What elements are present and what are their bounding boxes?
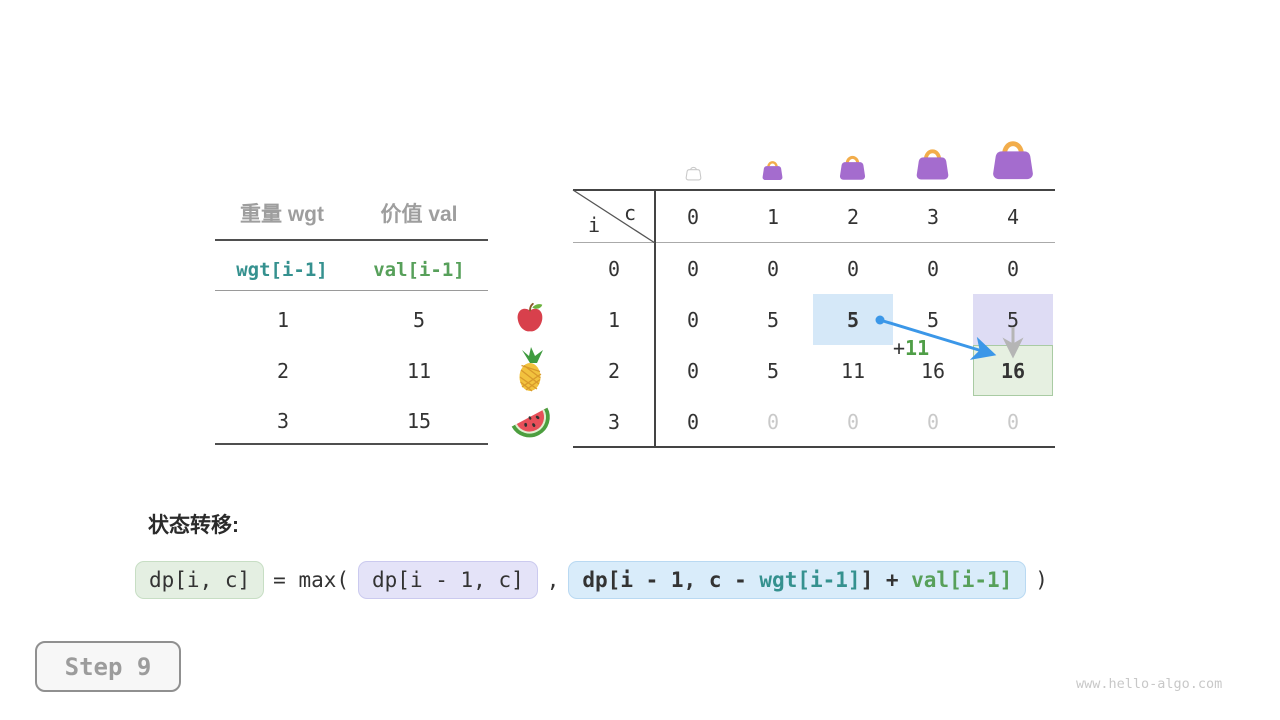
formula-lhs-box: dp[i, c] <box>135 561 265 600</box>
dp-cell-3-4: 0 <box>1006 409 1020 434</box>
dp-table-vertical-divider <box>654 189 656 448</box>
dp-cell-2-4-highlighted-target: 16 <box>973 345 1053 396</box>
state-transition-formula: dp[i, c] = max( dp[i - 1, c] , dp[i - 1,… <box>135 561 1048 600</box>
bag-icon-capacity-1 <box>761 161 784 181</box>
dp-cell-1-0: 0 <box>686 307 700 332</box>
step-badge: Step 9 <box>35 641 181 692</box>
dp-cell-0-3: 0 <box>926 256 940 281</box>
dp-cell-0-4: 0 <box>1006 256 1020 281</box>
dp-corner-col-label: c <box>624 201 637 225</box>
dp-col-header-0: 0 <box>686 205 700 229</box>
formula-equals-max: = max( <box>273 568 350 593</box>
dp-cell-1-1: 5 <box>766 307 780 332</box>
watermelon-icon <box>511 407 550 438</box>
formula-option2-box: dp[i - 1, c - wgt[i-1]] + val[i-1] <box>568 561 1027 600</box>
item-2-weight: 2 <box>276 359 290 383</box>
plus-sign: + <box>893 336 906 360</box>
formula-option2-wgt: wgt[i-1] <box>759 568 861 592</box>
items-table-divider-mid <box>215 290 488 291</box>
dp-cell-3-2: 0 <box>846 409 860 434</box>
formula-comma: , <box>546 568 560 593</box>
dp-row-header-3: 3 <box>607 409 621 434</box>
formula-option2-mid: ] + <box>860 568 912 592</box>
dp-table-border-bottom <box>573 446 1055 448</box>
items-col-weight-header: 重量 wgt <box>240 203 324 226</box>
bag-icon-capacity-2 <box>838 155 867 181</box>
dp-cell-1-4-highlighted-above: 5 <box>973 294 1053 345</box>
items-param-wgt: wgt[i-1] <box>236 259 328 281</box>
dp-cell-3-1: 0 <box>766 409 780 434</box>
formula-option2-prefix: dp[i - 1, c - <box>582 568 760 592</box>
dp-corner-row-label: i <box>588 213 601 237</box>
dp-cell-1-2-highlighted-source: 5 <box>813 294 893 345</box>
dp-corner-diagonal <box>572 189 656 244</box>
item-1-value: 5 <box>412 308 426 332</box>
dp-row-header-1: 1 <box>607 307 621 332</box>
formula-option2-val: val[i-1] <box>911 568 1013 592</box>
dp-table-header-divider <box>573 242 1055 243</box>
dp-col-header-4: 4 <box>1006 205 1020 229</box>
dp-cell-2-3: 16 <box>920 358 946 383</box>
dp-cell-2-1: 5 <box>766 358 780 383</box>
dp-col-header-2: 2 <box>846 205 860 229</box>
item-3-value: 15 <box>406 409 432 433</box>
dp-cell-3-0: 0 <box>686 409 700 434</box>
apple-icon <box>517 302 543 332</box>
dp-cell-0-1: 0 <box>766 256 780 281</box>
dp-cell-2-2: 11 <box>840 358 866 383</box>
added-value: 11 <box>905 336 930 360</box>
watermark: www.hello-algo.com <box>1076 676 1223 692</box>
items-param-val: val[i-1] <box>373 259 465 281</box>
dp-table-border-top <box>573 189 1055 191</box>
formula-option1-box: dp[i - 1, c] <box>358 561 538 600</box>
dp-cell-0-2: 0 <box>846 256 860 281</box>
bag-icon-capacity-4 <box>990 137 1036 181</box>
state-transition-label: 状态转移: <box>148 514 239 537</box>
dp-row-header-0: 0 <box>607 256 621 281</box>
items-table-divider-top <box>215 239 488 241</box>
dp-col-header-1: 1 <box>766 205 780 229</box>
items-col-value-header: 价值 val <box>380 203 458 226</box>
bag-icon-capacity-0 <box>685 166 702 181</box>
dp-cell-3-3: 0 <box>926 409 940 434</box>
dp-cell-0-0: 0 <box>686 256 700 281</box>
item-1-weight: 1 <box>276 308 290 332</box>
dp-col-header-3: 3 <box>926 205 940 229</box>
dp-row-header-2: 2 <box>607 358 621 383</box>
item-3-weight: 3 <box>276 409 290 433</box>
dp-cell-2-0: 0 <box>686 358 700 383</box>
bag-icon-capacity-3 <box>914 149 951 181</box>
item-2-value: 11 <box>406 359 432 383</box>
pineapple-icon <box>519 347 543 392</box>
formula-closing-paren: ) <box>1035 568 1048 593</box>
transition-add-value-label: +11 <box>893 336 929 360</box>
items-table-divider-bottom <box>215 443 488 445</box>
